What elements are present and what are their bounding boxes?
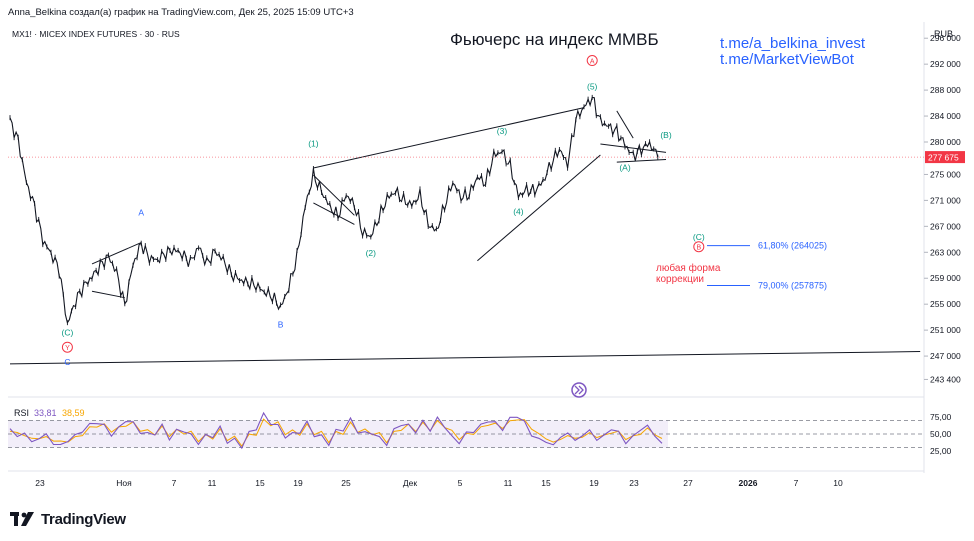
trend-line [600,143,667,153]
wave-label: C [64,357,70,367]
wave-label-circle [61,341,73,353]
tradingview-logo[interactable]: TradingView [10,509,126,529]
price-tick-label: 275 000 [930,169,961,179]
currency-label: RUB [934,29,953,39]
tradingview-logo-icon [10,512,34,526]
symbol-line: MX1! · MICEX INDEX FUTURES · 30 · RUS [12,29,180,39]
trend-line [9,351,921,365]
price-tick-label: 255 000 [930,299,961,309]
time-tick-label: 15 [255,478,265,488]
correction-annotation: коррекции [656,274,704,285]
wave-label: B [278,320,284,330]
wave-label: B [696,245,701,252]
tradingview-wordmark: TradingView [41,510,126,528]
rsi-tick-label: 25,00 [930,446,952,456]
wave-label: (C) [61,327,73,337]
wave-label: (5) [587,81,598,91]
fib-level-label: 79,00% (257875) [758,281,827,291]
time-axis: 23 Ноя 7 11 15 19 25 Дек 5 11 15 19 23 27 2026 7 10 [35,478,843,488]
time-tick-label: 19 [589,478,599,488]
price-chart[interactable]: 296 000 292 000 288 000 284 000 280 000 275 0… [0,0,974,500]
price-tick-label: 296 000 [930,33,961,43]
wave-label: (C) [693,232,705,242]
rsi-label: RSI [14,408,29,418]
time-tick-label: 11 [208,478,217,488]
price-line [9,96,659,325]
time-tick-label: 23 [35,478,45,488]
fib-level-label: 61,80% (264025) [758,241,827,251]
trend-line [616,110,634,139]
wave-labels: (C) YC A B (1) (2) (3) (4) (5) A (A) (B) (C) B [61,55,705,367]
trend-line [477,154,601,262]
correction-annotation: любая форма [656,262,721,274]
price-tick-label: 271 000 [930,195,961,205]
time-tick-label: 27 [683,478,693,488]
trend-line [313,107,585,169]
price-tick-label: 259 000 [930,273,961,283]
trend-line [313,174,355,216]
rsi-ma-value: 38,59 [62,408,85,418]
trend-line [616,159,667,163]
wave-label: (1) [308,139,319,149]
trend-line [91,290,125,299]
telegram-link-1: t.me/a_belkina_invest [720,35,866,52]
rsi-pane: 75,00 50,00 25,00 RSI 33,81 38,59 [8,382,952,456]
price-tick-label: 288 000 [930,85,961,95]
wave-trendlines [9,107,921,365]
chart-title: Фьючерс на индекс ММВБ [450,30,659,49]
time-tick-label: 5 [458,478,463,488]
chart-grid [8,22,925,473]
time-tick-label: 25 [341,478,351,488]
price-tick-label: 243 400 [930,374,961,384]
time-tick-label: 7 [172,478,177,488]
price-tick-label: 292 000 [930,59,961,69]
wave-label: (4) [513,207,524,217]
chart-overlay: MX1! · MICEX INDEX FUTURES · 30 · RUS RUB… [12,29,953,68]
time-tick-label: 23 [629,478,639,488]
price-axis: 296 000 292 000 288 000 284 000 280 000 275 0… [924,33,961,384]
fibonacci-levels: 61,80% (264025) 79,00% (257875) любая форм… [656,241,827,291]
time-tick-label: 10 [833,478,843,488]
time-tick-label: 19 [293,478,303,488]
price-series: 277 675 [8,94,965,326]
price-tick-label: 247 000 [930,351,961,361]
price-tick-label: 267 000 [930,221,961,231]
wave-label: A [590,59,595,66]
price-tick-label: 263 000 [930,247,961,257]
time-tick-label: Ноя [116,478,132,488]
price-tick-label: 280 000 [930,137,961,147]
time-tick-label: Дек [403,478,417,488]
price-tick-label: 251 000 [930,325,961,335]
time-tick-label: 11 [504,478,513,488]
wave-label-circle [586,55,598,67]
last-price-label: 277 675 [928,153,959,163]
wave-label: A [138,207,144,217]
wave-label: (A) [619,163,631,173]
wave-label: (3) [497,126,508,136]
rsi-value: 33,81 [34,408,57,418]
fast-forward-icon-glyph [574,385,584,395]
price-tick-label: 284 000 [930,111,961,121]
wave-label-circle [693,241,705,253]
telegram-link-2: t.me/MarketViewBot [720,51,855,68]
rsi-line [9,411,663,450]
rsi-tick-label: 50,00 [930,429,952,439]
rsi-tick-label: 75,00 [930,412,952,422]
wave-label: (2) [366,248,377,258]
last-price-tag [925,151,965,164]
time-tick-label: 7 [794,478,799,488]
wave-label: Y [65,345,70,352]
wave-label: (B) [660,130,672,140]
time-tick-label: 2026 [739,478,758,488]
time-tick-label: 15 [541,478,551,488]
chart-attribution: Anna_Belkina создал(а) график на Trading… [8,7,354,18]
